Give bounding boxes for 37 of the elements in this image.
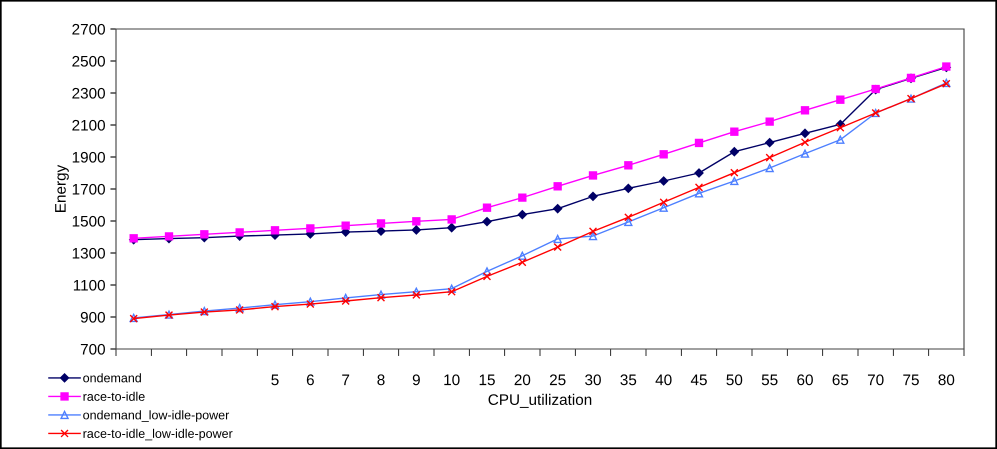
x-tick-label: 5: [271, 374, 279, 386]
x-tick-label: 45: [690, 374, 707, 386]
y-tick-label: 1300: [72, 248, 105, 259]
x-tick-label: 35: [620, 374, 636, 386]
y-tick-label: 2700: [72, 24, 105, 35]
y-tick-label: 900: [80, 312, 105, 323]
x-tick-label: 75: [903, 374, 919, 386]
legend-label: race-to-idle_low-idle-power: [84, 428, 233, 440]
legend-label: race-to-idle: [84, 392, 145, 401]
y-tick-label: 1900: [72, 152, 105, 163]
y-tick-label: 2100: [72, 120, 105, 131]
x-tick-label: 20: [514, 374, 530, 386]
legend-label: ondemand: [83, 373, 141, 382]
y-tick-label: 2500: [72, 56, 105, 67]
x-tick-label: 65: [832, 374, 848, 386]
x-tick-label: 7: [342, 374, 350, 386]
y-tick-label: 2300: [72, 88, 105, 99]
x-axis-title: CPU_utilization: [488, 394, 592, 408]
y-tick-label: 1100: [74, 280, 105, 291]
x-tick-label: 10: [444, 374, 460, 386]
x-tick-label: 25: [550, 374, 566, 386]
x-tick-label: 50: [726, 374, 742, 386]
x-tick-label: 80: [938, 374, 954, 386]
x-tick-label: 8: [377, 374, 385, 386]
x-tick-label: 30: [585, 374, 601, 386]
x-tick-label: 15: [480, 374, 495, 386]
x-tick-label: 9: [412, 374, 420, 386]
x-tick-label: 6: [306, 374, 314, 386]
y-tick-label: 700: [80, 344, 105, 355]
x-tick-label: 40: [656, 374, 672, 386]
x-tick-label: 55: [762, 374, 778, 386]
x-tick-label: 70: [868, 374, 884, 386]
x-tick-label: 60: [797, 374, 813, 386]
y-axis-title: Energy: [55, 164, 69, 212]
legend-label: ondemand_low-idle-power: [83, 410, 230, 422]
y-tick-label: 1500: [72, 216, 105, 227]
y-tick-label: 1700: [72, 184, 105, 195]
